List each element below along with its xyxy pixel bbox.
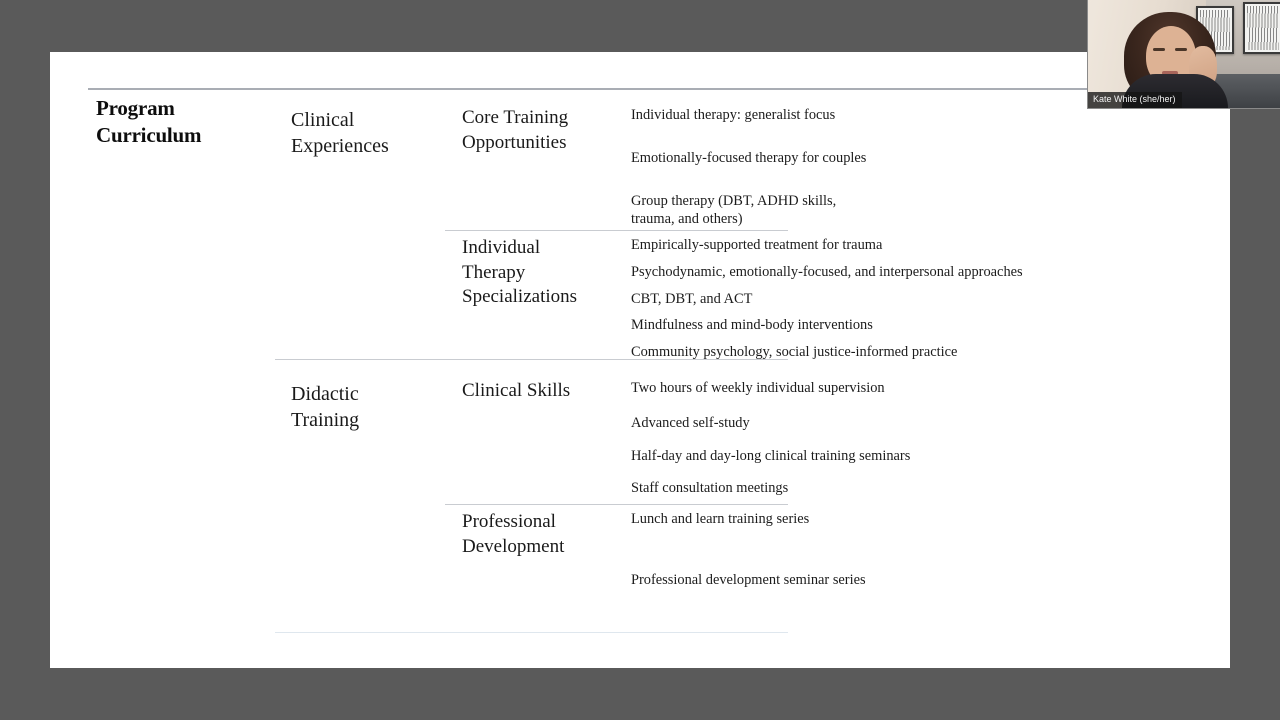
subgroup-clinical-skills: Clinical Skills (462, 380, 571, 401)
list-item: Mindfulness and mind-body interventions (631, 317, 873, 333)
category-didactic-training: Didactic Training (291, 383, 360, 431)
list-item: Lunch and learn training series (631, 511, 810, 527)
presentation-slide: Program Curriculum Clinical Experiences … (50, 52, 1230, 668)
subgroup-professional-development: Professional Development (462, 511, 565, 557)
list-item: Advanced self-study (631, 415, 750, 431)
list-item: Half-day and day-long clinical training … (631, 448, 911, 464)
list-item: CBT, DBT, and ACT (631, 291, 753, 307)
person-mouth (1162, 71, 1178, 75)
person-eye-left (1153, 48, 1165, 51)
row-divider (445, 230, 788, 231)
section-divider (275, 359, 788, 360)
list-item: Empirically-supported treatment for trau… (631, 237, 883, 253)
subgroup-core-training-opportunities: Core Training Opportunities (462, 107, 569, 153)
page-title: Program Curriculum (96, 96, 202, 147)
header-divider (88, 88, 1230, 90)
category-clinical-experiences: Clinical Experiences (291, 109, 389, 157)
list-item: Community psychology, social justice-inf… (631, 344, 958, 360)
list-item: Two hours of weekly individual supervisi… (631, 380, 885, 396)
list-item: Staff consultation meetings (631, 480, 789, 496)
list-item: Psychodynamic, emotionally-focused, and … (631, 264, 1023, 280)
subgroup-individual-therapy-specializations: Individual Therapy Specializations (462, 237, 578, 308)
list-item: Group therapy (DBT, ADHD skills, trauma,… (631, 193, 837, 228)
participant-video-tile[interactable]: Kate White (she/her) (1087, 0, 1280, 109)
participant-name-label: Kate White (she/her) (1088, 92, 1182, 108)
list-item: Professional development seminar series (631, 572, 866, 588)
list-item: Individual therapy: generalist focus (631, 107, 836, 123)
row-divider (445, 504, 788, 505)
list-item: Emotionally-focused therapy for couples (631, 150, 867, 166)
person-eye-right (1175, 48, 1187, 51)
picture-frame-icon (1243, 2, 1280, 54)
footer-divider (275, 632, 788, 633)
